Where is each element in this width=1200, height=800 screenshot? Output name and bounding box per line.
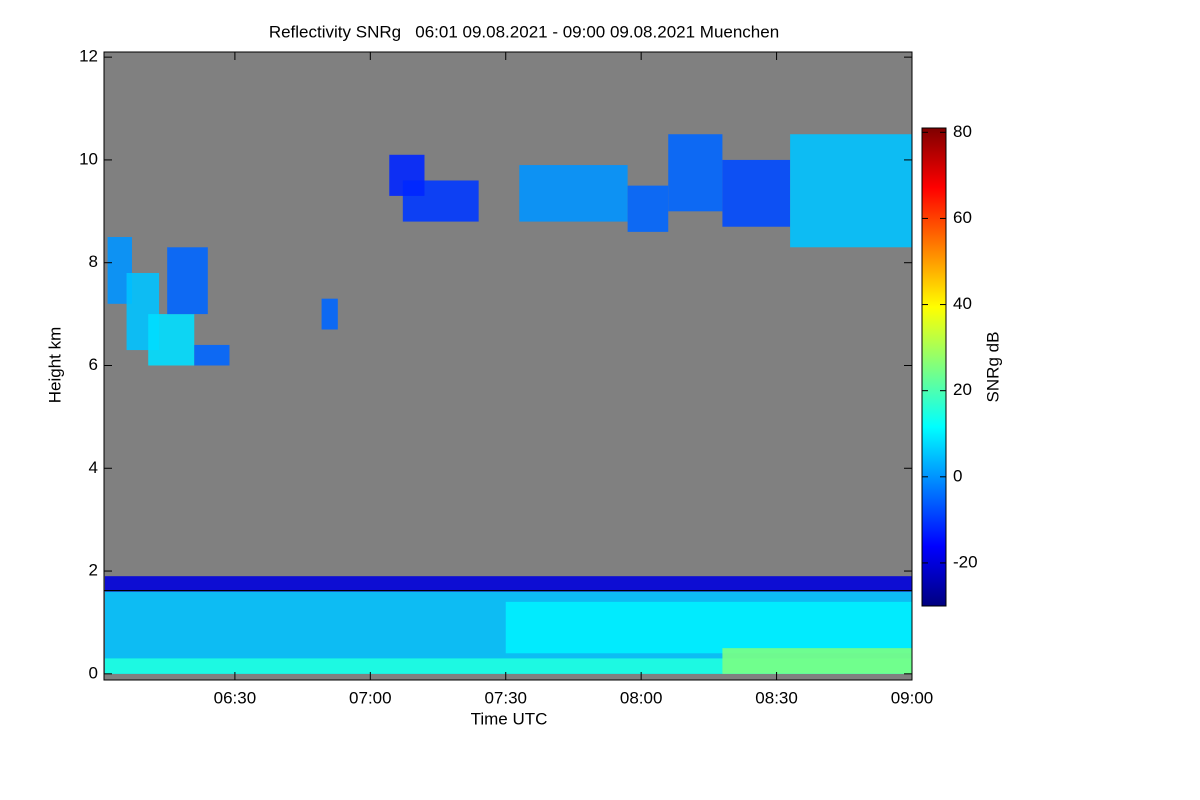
echo-cell [519, 165, 628, 222]
y-tick-label: 10 [79, 149, 98, 168]
echo-cell [722, 648, 912, 674]
x-tick-label: 07:30 [484, 688, 527, 707]
x-axis-label: Time UTC [471, 709, 548, 728]
echo-cell [668, 134, 723, 212]
echo-cell [505, 601, 912, 654]
echo-cell [104, 576, 912, 592]
colorbar-tick-label: 20 [953, 380, 972, 399]
y-tick-label: 0 [89, 663, 98, 682]
colorbar-tick-label: 0 [953, 466, 962, 485]
echo-cell [104, 658, 912, 674]
plot-frame [103, 51, 913, 681]
chart-title: Reflectivity SNRg 06:01 09.08.2021 - 09:… [269, 22, 779, 41]
echo-cell [148, 314, 195, 366]
colorbar-tick-label: 80 [953, 122, 972, 141]
y-tick-label: 2 [89, 561, 98, 580]
plot-background [104, 52, 912, 680]
echo-cell [194, 344, 230, 366]
echo-cell [167, 247, 208, 315]
echo-cell [627, 185, 669, 232]
colorbar-tick-label: 40 [953, 294, 972, 313]
x-tick-label: 09:00 [891, 688, 934, 707]
colorbar [921, 127, 947, 607]
x-tick-label: 06:30 [214, 688, 257, 707]
echo-cell [790, 134, 912, 248]
colorbar-tick-label: -20 [953, 552, 978, 571]
x-tick-label: 08:00 [620, 688, 663, 707]
x-tick-label: 07:00 [349, 688, 392, 707]
colorbar-tick-label: 60 [953, 208, 972, 227]
echo-cell [389, 154, 425, 196]
colorbar-label: SNRg dB [983, 332, 1002, 403]
y-tick-label: 12 [79, 47, 98, 66]
y-tick-label: 4 [89, 458, 98, 477]
y-tick-label: 8 [89, 252, 98, 271]
echo-cell [722, 159, 791, 227]
y-axis-label: Height km [45, 327, 64, 404]
y-tick-label: 6 [89, 355, 98, 374]
echo-cell [321, 298, 338, 330]
x-tick-label: 08:30 [755, 688, 798, 707]
